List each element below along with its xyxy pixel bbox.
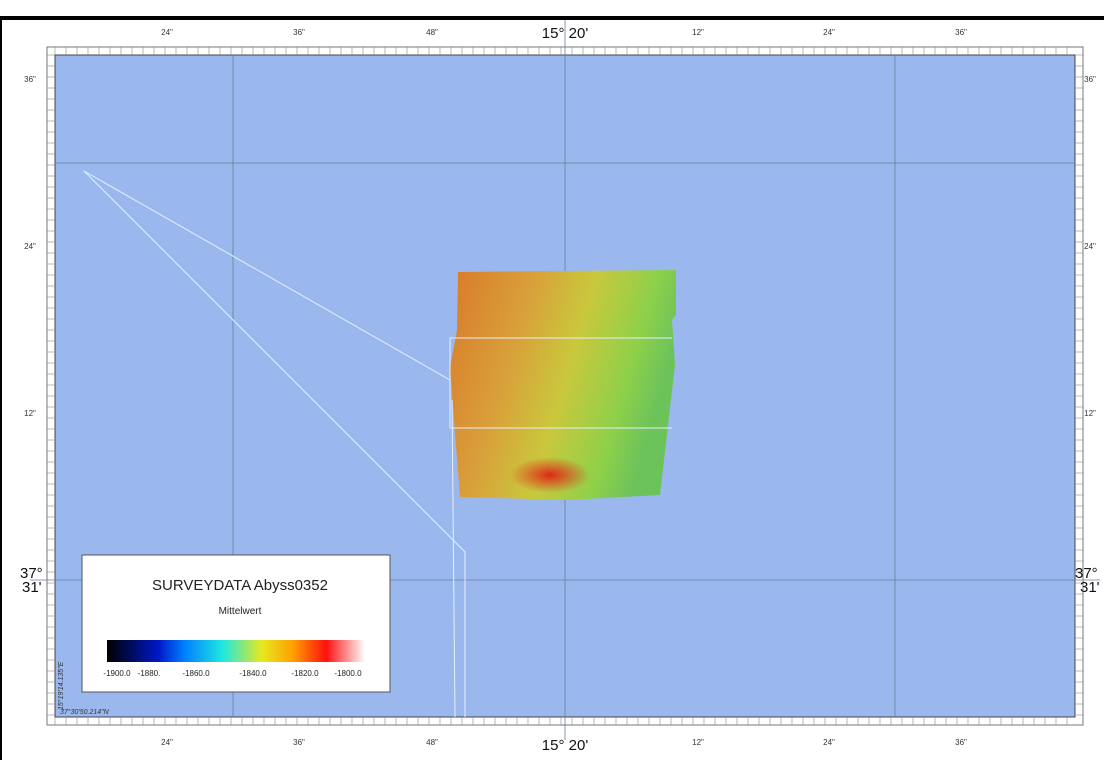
scale-label: -1880. [138, 669, 161, 678]
lat-major-minute: 31' [22, 579, 42, 596]
scale-label: -1860.0 [182, 669, 210, 678]
lat-label: 24" [24, 242, 36, 251]
lon-label: 48" [426, 28, 438, 37]
lat-label: 12" [1084, 409, 1096, 418]
corner-longitude: 15°19'14.135"E [57, 661, 65, 710]
lat-label: 24" [1084, 242, 1096, 251]
lat-label: 36" [1084, 75, 1096, 84]
corner-latitude: 37°30'50.214"N [60, 708, 110, 716]
legend-subtitle: Mittelwert [219, 606, 262, 617]
map-page: 24" 36" 48" 15° 20' 12" 24" 36" 24" 36" 48" 15° 20… [0, 0, 1104, 760]
scale-label: -1900.0 [103, 669, 131, 678]
legend: SURVEYDATA Abyss0352 Mittelwert -1900.0-… [82, 555, 390, 692]
lat-major-minute: 31' [1080, 579, 1100, 596]
lon-label: 24" [161, 28, 173, 37]
lon-label: 12" [692, 738, 704, 747]
lon-label: 36" [955, 28, 967, 37]
lat-label: 36" [24, 75, 36, 84]
scale-label: -1840.0 [239, 669, 267, 678]
lon-label: 15° 20' [542, 737, 589, 754]
lon-label: 12" [692, 28, 704, 37]
lon-label: 24" [161, 738, 173, 747]
lon-label: 36" [293, 738, 305, 747]
lon-label: 36" [293, 28, 305, 37]
legend-title: SURVEYDATA Abyss0352 [152, 577, 328, 594]
lon-label: 36" [955, 738, 967, 747]
lon-label: 48" [426, 738, 438, 747]
scale-label: -1800.0 [334, 669, 362, 678]
color-scale [107, 640, 365, 662]
bathymetry-shallow [510, 457, 590, 493]
lon-label: 24" [823, 28, 835, 37]
lon-label: 15° 20' [542, 25, 589, 42]
scale-label: -1820.0 [291, 669, 319, 678]
lon-label: 24" [823, 738, 835, 747]
lat-label: 12" [24, 409, 36, 418]
